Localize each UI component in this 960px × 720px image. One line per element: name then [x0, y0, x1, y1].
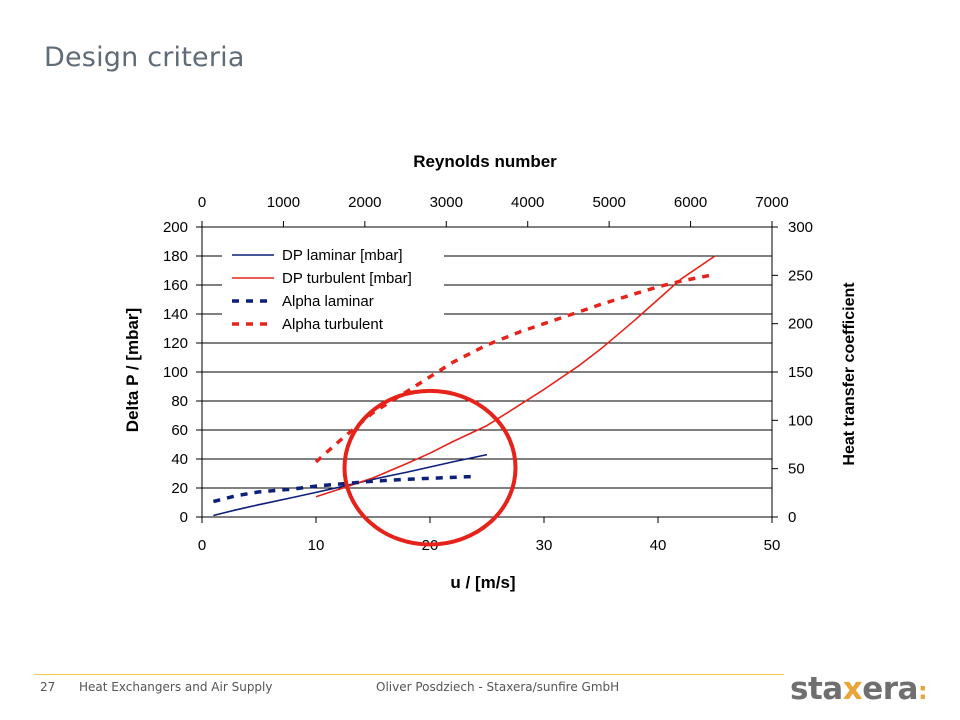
x2-tick-label: 6000 [674, 194, 707, 211]
staxera-logo: staxera: [790, 671, 928, 707]
y2-tick-label: 100 [788, 412, 813, 429]
x-tick-label: 30 [536, 537, 553, 554]
y-tick-label: 0 [180, 509, 188, 526]
y2-tick-label: 50 [788, 461, 805, 478]
chart-title: Reynolds number [413, 152, 557, 171]
x2-tick-label: 4000 [511, 194, 544, 211]
y-tick-label: 20 [171, 480, 188, 497]
y-tick-label: 120 [163, 335, 188, 352]
y2-tick-label: 250 [788, 267, 813, 284]
footer-section: Heat Exchangers and Air Supply [79, 680, 273, 694]
x2-tick-label: 0 [198, 194, 206, 211]
y-tick-label: 200 [163, 219, 188, 236]
y2-axis-label: Heat transfer coefficient [841, 282, 858, 466]
x-tick-label: 40 [650, 537, 667, 554]
slide-title: Design criteria [44, 42, 245, 73]
x-axis-label: u / [m/s] [450, 573, 515, 592]
x2-tick-label: 2000 [348, 194, 381, 211]
legend-box [222, 243, 444, 340]
footer-author: Oliver Posdziech - Staxera/sunfire GmbH [376, 680, 620, 694]
footer-rule [34, 674, 784, 675]
y-tick-label: 60 [171, 422, 188, 439]
series-line [315, 255, 716, 498]
x2-tick-label: 1000 [267, 194, 300, 211]
y2-tick-label: 0 [788, 509, 796, 526]
x-tick-label: 10 [308, 537, 325, 554]
y-tick-label: 80 [171, 393, 188, 410]
x2-tick-label: 3000 [430, 194, 463, 211]
series-line [314, 272, 716, 464]
footer-page-number: 27 [40, 680, 56, 694]
x2-tick-label: 5000 [592, 194, 625, 211]
series-line [213, 453, 488, 517]
x-tick-label: 50 [764, 537, 781, 554]
series-line [212, 474, 476, 504]
highlight-circle [342, 388, 518, 547]
y-tick-label: 160 [163, 277, 188, 294]
y-tick-label: 180 [163, 248, 188, 265]
y-tick-label: 40 [171, 451, 188, 468]
y-axis-label: Delta P / [mbar] [123, 308, 142, 432]
y2-tick-label: 150 [788, 364, 813, 381]
y2-tick-label: 200 [788, 316, 813, 333]
legend-label: DP laminar [mbar] [282, 247, 403, 264]
x2-tick-label: 7000 [755, 194, 788, 211]
legend-label: Alpha turbulent [282, 316, 384, 333]
legend-label: DP turbulent [mbar] [282, 270, 412, 287]
y-tick-label: 100 [163, 364, 188, 381]
legend-label: Alpha laminar [282, 293, 374, 310]
y2-tick-label: 300 [788, 219, 813, 236]
y-tick-label: 140 [163, 306, 188, 323]
x-tick-label: 0 [198, 537, 206, 554]
